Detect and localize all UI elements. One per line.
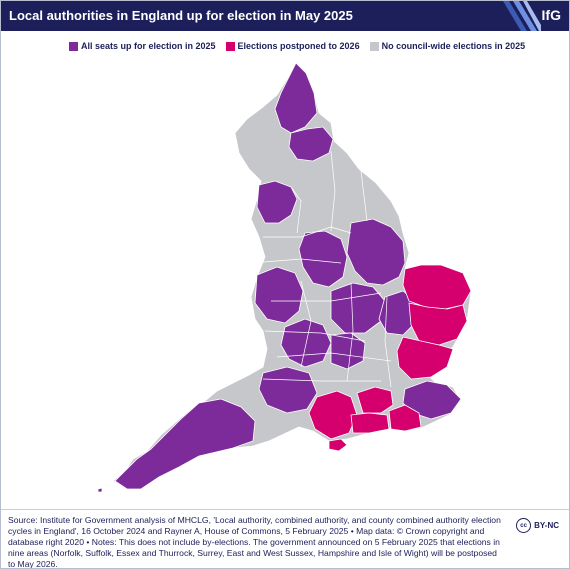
oxon-bucks-region — [330, 332, 366, 370]
west-sussex-region — [350, 412, 390, 434]
boundary-line — [300, 280, 312, 368]
footer: Source: Institute for Government analysi… — [1, 509, 569, 569]
boundary-line — [384, 296, 392, 388]
boundary-line — [330, 150, 336, 232]
page-title: Local authorities in England up for elec… — [9, 8, 353, 23]
legend-item-postponed: Elections postponed to 2026 — [225, 41, 360, 51]
license-badge: cc BY-NC — [516, 518, 559, 533]
boundary-line — [290, 186, 302, 234]
boundary-line — [250, 258, 342, 264]
norfolk-region — [402, 264, 472, 310]
boundary-line — [276, 352, 392, 362]
boundary-line — [262, 378, 381, 382]
source-note: Source: Institute for Government analysi… — [8, 515, 501, 569]
license-label: BY-NC — [534, 521, 559, 530]
cambridgeshire-region — [378, 290, 416, 336]
boundary-line — [264, 330, 366, 342]
ifg-logo: IfG — [541, 7, 561, 23]
isles-of-scilly-region — [97, 487, 103, 493]
lancashire-region — [256, 180, 298, 224]
east-sussex-region — [388, 404, 422, 432]
lincolnshire-region — [346, 218, 406, 286]
legend-label-no-elections: No council-wide elections in 2025 — [381, 41, 526, 51]
legend-swatch-postponed — [225, 41, 235, 51]
west-midlands-region — [254, 266, 304, 324]
legend-swatch-all-seats — [69, 41, 78, 51]
notts-derby-region — [298, 230, 348, 288]
devon-cornwall-region — [114, 398, 256, 490]
legend: All seats up for election in 2025 Electi… — [69, 39, 535, 53]
header-bar: Local authorities in England up for elec… — [1, 1, 569, 31]
england-map — [97, 62, 472, 493]
suffolk-region — [408, 302, 468, 346]
boundary-line — [360, 170, 368, 222]
legend-swatch-no-elections — [369, 41, 379, 51]
logo-slashes-icon — [503, 1, 541, 31]
legend-label-postponed: Elections postponed to 2026 — [237, 41, 360, 51]
hampshire-region — [308, 390, 358, 440]
durham-region — [288, 126, 334, 162]
legend-label-all-seats: All seats up for election in 2025 — [81, 41, 216, 51]
boundary-line — [263, 226, 352, 238]
isle-of-wight-region — [328, 438, 348, 452]
wiltshire-somerset-region — [258, 366, 318, 414]
essex-region — [396, 336, 454, 380]
boundary-line — [346, 282, 354, 382]
boundary-line — [271, 292, 382, 302]
legend-item-no-elections: No council-wide elections in 2025 — [369, 41, 526, 51]
surrey-region — [356, 386, 394, 414]
cc-icon: cc — [516, 518, 532, 533]
legend-item-all-seats: All seats up for election in 2025 — [69, 41, 216, 51]
